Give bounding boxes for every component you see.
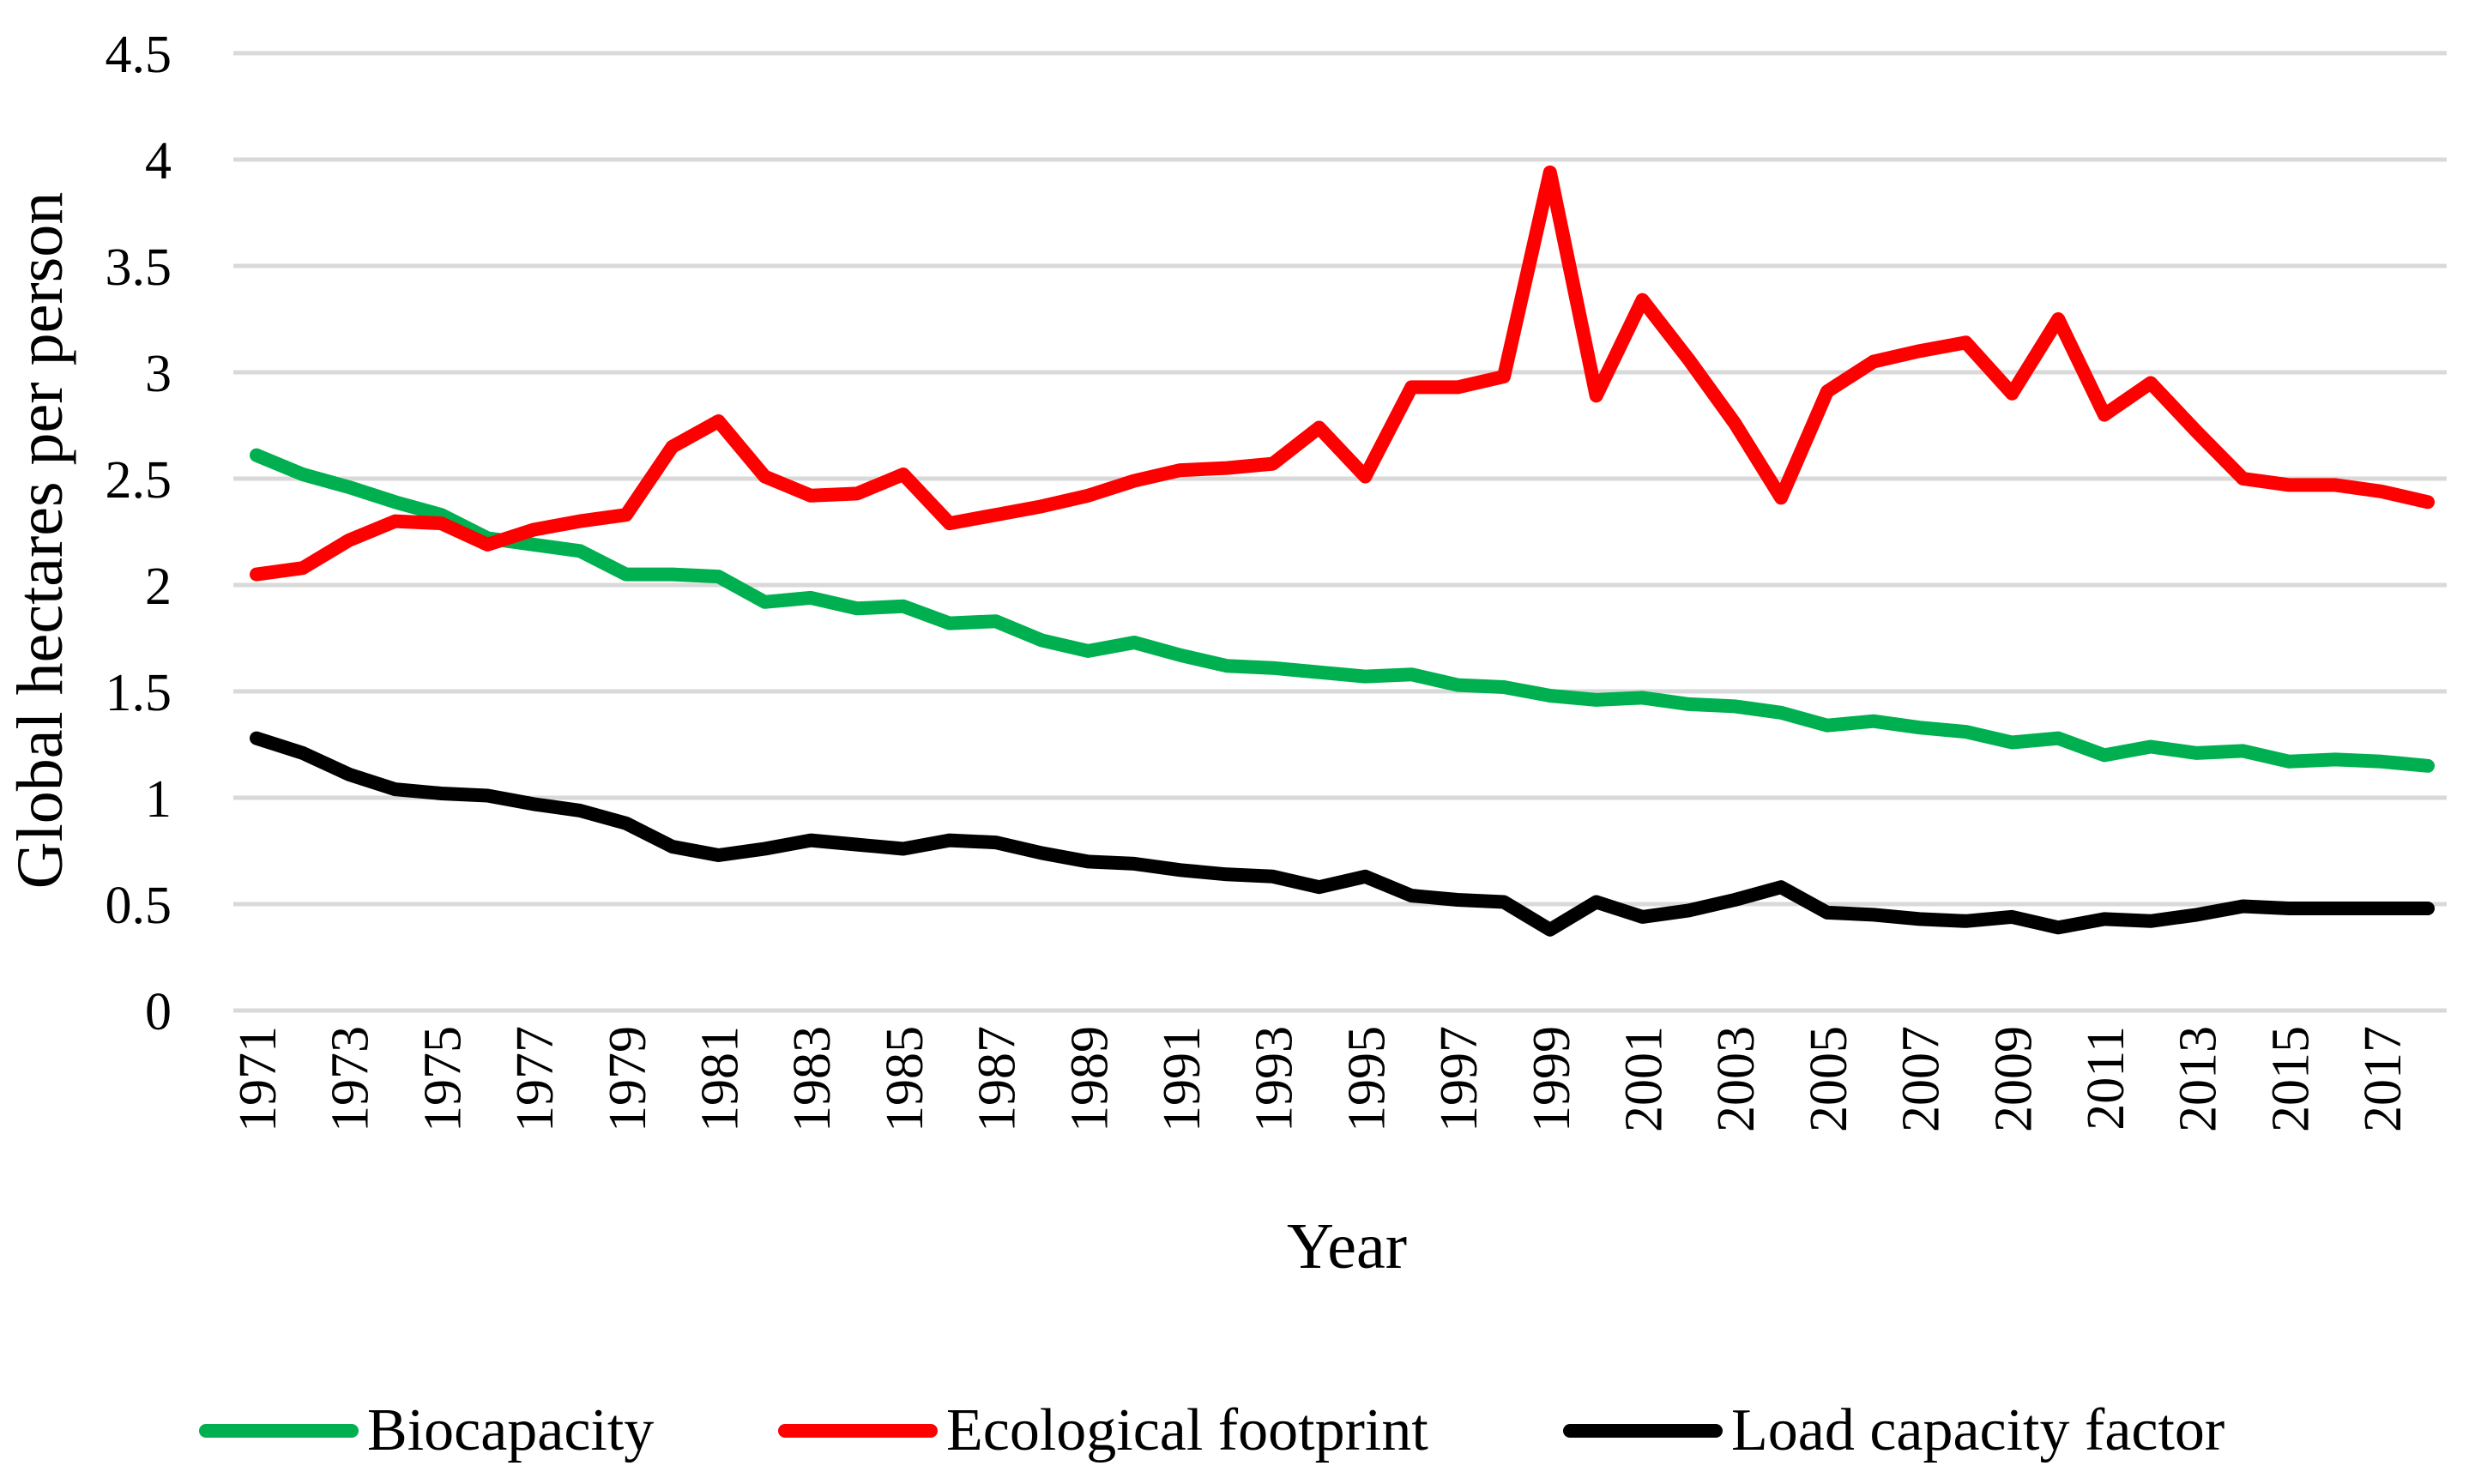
y-tick-label: 3	[145, 345, 172, 403]
x-tick-label: 1971	[229, 1026, 287, 1132]
x-tick-label: 2017	[2354, 1026, 2412, 1132]
x-tick-label: 2001	[1615, 1026, 1674, 1132]
x-tick-label: 1973	[322, 1026, 380, 1132]
x-axis-title: Year	[1287, 1210, 1407, 1282]
x-tick-label: 1979	[599, 1026, 657, 1132]
x-tick-label: 1993	[1246, 1026, 1304, 1132]
x-tick-label: 2011	[2077, 1026, 2135, 1131]
gridlines	[233, 51, 2447, 1013]
legend-label-ecological-footprint: Ecological footprint	[946, 1397, 1428, 1463]
legend: Biocapacity Ecological footprint Load capa…	[199, 1397, 2224, 1463]
x-tick-label: 1981	[691, 1026, 750, 1132]
y-tick-label: 0.5	[106, 877, 172, 935]
x-tick-label: 1977	[506, 1026, 564, 1132]
x-axis-tick-labels: 1971 1973 1975 1977 1979 1981 1983 1985 1987 1989…	[229, 1026, 2412, 1132]
x-tick-label: 2013	[2170, 1026, 2228, 1132]
series-line-ecological-footprint	[250, 165, 2435, 582]
x-tick-label: 1995	[1337, 1026, 1396, 1132]
y-axis-title: Global hectares per person	[4, 192, 76, 889]
y-tick-label: 2	[145, 558, 172, 616]
x-tick-label: 1985	[876, 1026, 934, 1132]
y-axis-tick-labels: 0 0.5 1 1.5 2 2.5 3 3.5 4 4.5	[106, 26, 172, 1041]
x-tick-label: 1975	[414, 1026, 472, 1132]
x-tick-label: 2003	[1707, 1026, 1766, 1132]
x-tick-label: 1989	[1060, 1026, 1119, 1132]
y-tick-label: 1	[145, 770, 172, 829]
x-tick-label: 1991	[1153, 1026, 1211, 1132]
y-tick-label: 1.5	[106, 664, 172, 722]
x-tick-label: 1999	[1523, 1026, 1581, 1132]
y-tick-label: 4	[145, 132, 172, 190]
series-line-biocapacity	[250, 448, 2435, 773]
x-tick-label: 1987	[969, 1026, 1027, 1132]
x-tick-label: 1997	[1430, 1026, 1488, 1132]
legend-label-load-capacity-factor: Load capacity factor	[1731, 1397, 2224, 1463]
y-tick-label: 2.5	[106, 451, 172, 510]
x-tick-label: 2007	[1892, 1026, 1951, 1132]
y-tick-label: 3.5	[106, 238, 172, 297]
y-tick-label: 0	[145, 983, 172, 1041]
x-tick-label: 2015	[2261, 1026, 2320, 1132]
x-tick-label: 1983	[783, 1026, 842, 1132]
x-tick-label: 2009	[1984, 1026, 2043, 1132]
y-tick-label: 4.5	[106, 26, 172, 84]
series-line-load-capacity-factor	[250, 731, 2435, 937]
x-tick-label: 2005	[1800, 1026, 1858, 1132]
legend-label-biocapacity: Biocapacity	[367, 1397, 654, 1463]
series-lines	[250, 165, 2435, 937]
